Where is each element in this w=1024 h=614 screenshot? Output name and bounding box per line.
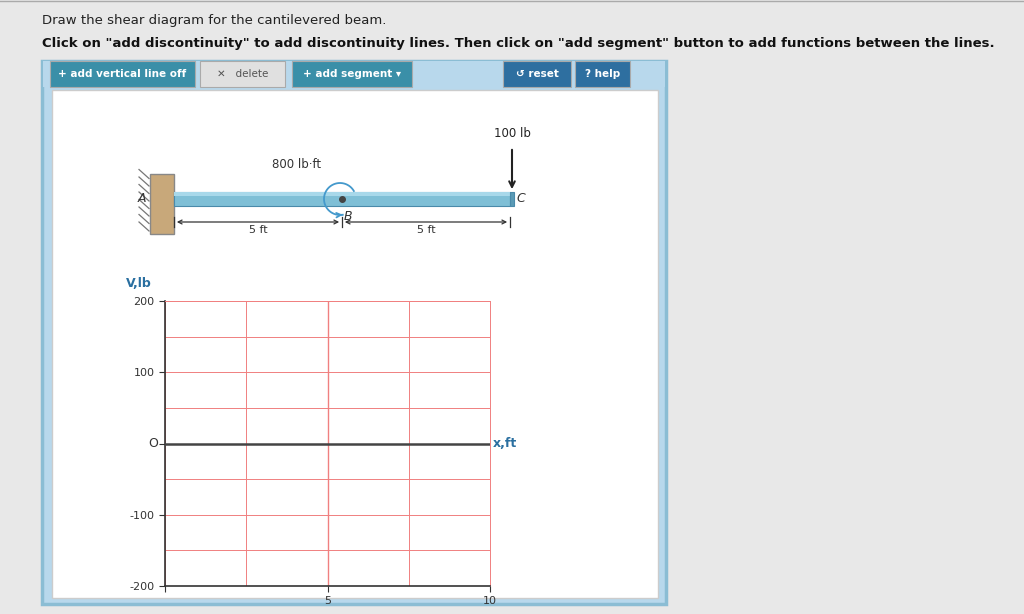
Bar xyxy=(200,61,285,87)
Bar xyxy=(150,174,174,234)
Text: 5 ft: 5 ft xyxy=(417,225,435,235)
Text: V,lb: V,lb xyxy=(126,276,152,290)
Text: 5 ft: 5 ft xyxy=(249,225,267,235)
Text: 100 lb: 100 lb xyxy=(494,127,530,140)
Text: + add segment ▾: + add segment ▾ xyxy=(303,69,401,79)
Bar xyxy=(510,192,514,206)
Bar xyxy=(503,61,571,87)
Text: B: B xyxy=(344,210,352,223)
Text: x,ft: x,ft xyxy=(494,437,517,450)
Bar xyxy=(292,61,412,87)
Bar xyxy=(52,90,658,598)
Bar xyxy=(50,61,195,87)
Text: + add vertical line off: + add vertical line off xyxy=(58,69,186,79)
Text: ✕   delete: ✕ delete xyxy=(217,69,268,79)
Bar xyxy=(174,192,510,196)
Text: O: O xyxy=(148,437,159,450)
Bar xyxy=(174,192,510,206)
Text: ? help: ? help xyxy=(585,69,621,79)
Text: Click on "add discontinuity" to add discontinuity lines. Then click on "add segm: Click on "add discontinuity" to add disc… xyxy=(42,37,994,50)
Text: ↺ reset: ↺ reset xyxy=(515,69,558,79)
Text: 800 lb·ft: 800 lb·ft xyxy=(272,158,322,171)
Text: Draw the shear diagram for the cantilevered beam.: Draw the shear diagram for the cantileve… xyxy=(42,14,386,27)
Bar xyxy=(43,61,665,87)
Bar xyxy=(575,61,630,87)
Bar xyxy=(42,61,666,604)
Text: C: C xyxy=(516,193,524,206)
Text: A: A xyxy=(137,193,146,206)
